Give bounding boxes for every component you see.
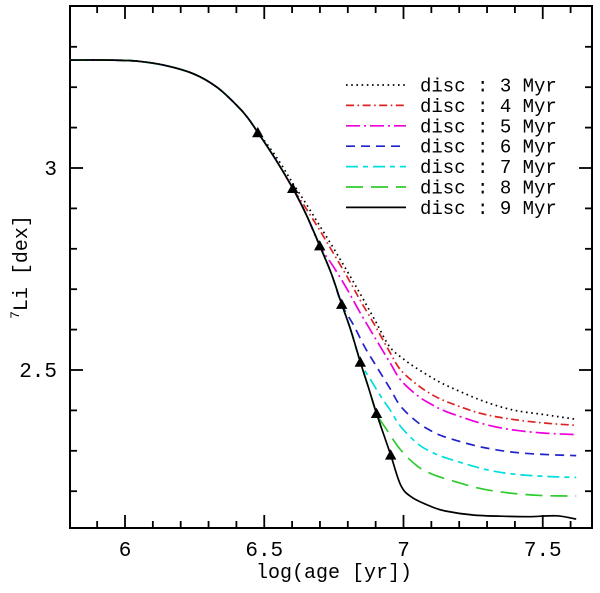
disc-dispersal-marker <box>287 182 299 193</box>
legend-label: disc : 5 Myr <box>420 116 557 138</box>
x-tick-label: 6.5 <box>245 540 283 563</box>
disc-dispersal-marker <box>370 407 383 418</box>
x-tick-label: 7.5 <box>524 540 562 563</box>
disc-dispersal-marker <box>252 126 264 138</box>
legend-item: disc : 4 Myr <box>346 96 557 118</box>
disc-dispersal-marker <box>385 449 397 460</box>
x-axis-label: log(age [yr]) <box>255 562 413 585</box>
y-tick-label: 3 <box>44 159 57 182</box>
y-axis-label-superscript: 7 <box>8 311 24 319</box>
legend-item: disc : 9 Myr <box>346 198 557 220</box>
legend-label: disc : 9 Myr <box>420 198 557 220</box>
x-tick-label: 7 <box>397 540 410 563</box>
legend-label: disc : 8 Myr <box>420 178 557 200</box>
y-axis-label: 7Li [dex] <box>8 215 34 319</box>
disc-dispersal-marker <box>336 298 348 309</box>
legend-label: disc : 4 Myr <box>420 96 557 118</box>
disc-dispersal-marker <box>314 240 326 251</box>
legend-item: disc : 6 Myr <box>346 137 557 159</box>
y-tick-label: 2.5 <box>19 361 57 384</box>
legend-label: disc : 7 Myr <box>420 157 557 179</box>
x-tick-label: 6 <box>119 540 132 563</box>
disc-dispersal-marker <box>354 356 366 367</box>
legend-item: disc : 3 Myr <box>346 76 557 98</box>
plot-frame <box>69 5 593 529</box>
legend-label: disc : 3 Myr <box>420 76 557 98</box>
legend-item: disc : 8 Myr <box>346 178 557 200</box>
curve-disc-3myr <box>69 59 577 421</box>
legend-label: disc : 6 Myr <box>420 137 557 159</box>
curve-disc-9myr <box>69 59 577 520</box>
y-axis-label-text: Li [dex] <box>10 215 34 312</box>
legend-item: disc : 7 Myr <box>346 157 557 179</box>
legend-item: disc : 5 Myr <box>346 116 557 138</box>
curve-disc-5myr <box>69 59 577 436</box>
